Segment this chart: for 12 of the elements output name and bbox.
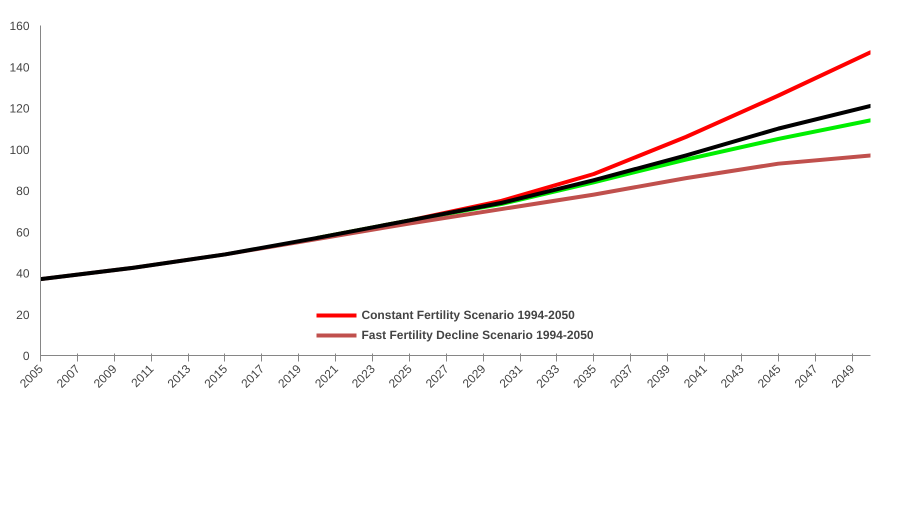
y-tick-label: 0 <box>22 349 30 363</box>
legend-label: Fast Fertility Decline Scenario 1994-2050 <box>361 328 594 342</box>
y-tick-label: 140 <box>9 60 30 74</box>
y-tick-label: 120 <box>9 102 30 116</box>
line-series <box>40 104 870 282</box>
y-tick-label: 20 <box>16 308 30 322</box>
y-tick-label: 160 <box>9 19 30 33</box>
y-tick-label: 60 <box>16 225 30 240</box>
y-tick-label: 80 <box>16 184 30 198</box>
y-tick-label: 100 <box>9 142 30 157</box>
legend-label: Constant Fertility Scenario 1994-2050 <box>361 308 575 322</box>
y-tick-label: 40 <box>16 266 30 280</box>
